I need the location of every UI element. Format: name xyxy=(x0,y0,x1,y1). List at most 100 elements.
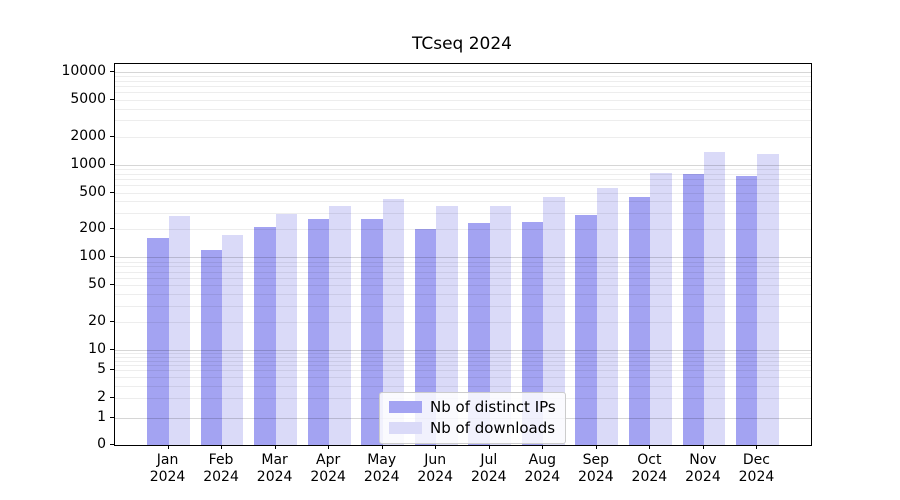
x-tick-label: Nov 2024 xyxy=(685,452,721,485)
minor-gridline xyxy=(115,201,811,203)
minor-gridline xyxy=(115,365,811,367)
x-tick-label: Jul 2024 xyxy=(470,452,507,485)
minor-gridline xyxy=(115,294,811,296)
minor-gridline xyxy=(115,76,811,78)
y-tick xyxy=(110,417,114,418)
major-gridline xyxy=(115,164,811,166)
x-tick-label: Sep 2024 xyxy=(578,452,614,485)
y-tick xyxy=(110,228,114,230)
bar-ips-jun xyxy=(414,229,437,445)
major-gridline xyxy=(115,257,811,259)
bar-ips-jul xyxy=(468,222,490,445)
y-tick xyxy=(110,70,114,72)
bar-downloads-nov xyxy=(703,151,726,445)
major-gridline xyxy=(115,350,811,351)
x-tick xyxy=(488,445,490,449)
minor-gridline xyxy=(115,356,811,358)
bar-ips-oct xyxy=(628,197,651,445)
y-tick xyxy=(110,163,114,165)
minor-gridline xyxy=(115,213,811,215)
x-tick xyxy=(435,445,437,449)
x-tick-label: Apr 2024 xyxy=(310,452,346,485)
y-tick xyxy=(110,98,114,100)
y-tick xyxy=(110,135,114,137)
bar-downloads-aug xyxy=(543,197,565,445)
bar-ips-dec xyxy=(736,175,758,445)
minor-gridline xyxy=(115,377,811,379)
x-tick xyxy=(649,445,651,449)
minor-gridline xyxy=(115,266,811,268)
x-tick xyxy=(274,445,276,449)
minor-gridline xyxy=(115,370,811,372)
y-tick-label: 50 xyxy=(88,276,106,293)
x-tick xyxy=(702,445,704,449)
x-tick xyxy=(542,445,544,449)
legend-entry-downloads: Nb of downloads xyxy=(389,419,556,437)
minor-gridline xyxy=(115,305,811,307)
y-tick-label: 5 xyxy=(97,361,106,378)
legend-entry-distinct-ips: Nb of distinct IPs xyxy=(389,398,556,416)
minor-gridline xyxy=(115,322,811,324)
legend-label-distinct-ips: Nb of distinct IPs xyxy=(430,398,556,416)
bar-downloads-sep xyxy=(596,187,619,445)
x-tick xyxy=(756,445,758,449)
chart-title: TCseq 2024 xyxy=(411,34,513,54)
y-tick xyxy=(110,396,114,398)
bar-ips-nov xyxy=(682,173,704,445)
minor-gridline xyxy=(115,229,811,231)
x-tick-label: Dec 2024 xyxy=(738,452,775,485)
x-tick-label: Feb 2024 xyxy=(203,452,239,485)
major-gridline xyxy=(115,71,811,73)
y-tick-label: 200 xyxy=(79,220,106,237)
y-tick-label: 2000 xyxy=(70,127,106,144)
minor-gridline xyxy=(115,92,811,94)
plot-area: Nb of distinct IPs Nb of downloads xyxy=(114,63,812,446)
x-tick-label: Oct 2024 xyxy=(631,452,668,485)
x-tick xyxy=(381,445,383,449)
bar-downloads-feb xyxy=(222,235,244,445)
bar-downloads-may xyxy=(382,198,405,445)
minor-gridline xyxy=(115,80,811,82)
bar-downloads-jan xyxy=(168,215,190,445)
minor-gridline xyxy=(115,353,811,355)
legend-label-downloads: Nb of downloads xyxy=(430,419,556,437)
minor-gridline xyxy=(115,178,811,180)
x-tick xyxy=(167,445,169,449)
bar-downloads-mar xyxy=(275,213,298,445)
bar-ips-aug xyxy=(521,222,544,445)
minor-gridline xyxy=(115,173,811,175)
minor-gridline xyxy=(115,185,811,187)
x-tick-label: Aug 2024 xyxy=(524,452,561,485)
minor-gridline xyxy=(115,360,811,362)
y-tick-label: 1000 xyxy=(70,155,106,172)
minor-gridline xyxy=(115,385,811,387)
x-tick xyxy=(595,445,597,449)
y-tick xyxy=(110,191,114,193)
minor-gridline xyxy=(115,192,811,194)
x-tick-label: May 2024 xyxy=(363,452,400,485)
y-tick xyxy=(110,444,114,445)
minor-gridline xyxy=(115,277,811,279)
y-tick-label: 10000 xyxy=(61,62,106,79)
y-tick-label: 5000 xyxy=(70,90,106,107)
bar-ips-jan xyxy=(147,238,169,445)
bar-ips-feb xyxy=(200,249,223,445)
y-tick-label: 20 xyxy=(88,313,106,330)
legend: Nb of distinct IPs Nb of downloads xyxy=(379,392,566,444)
y-tick xyxy=(110,321,114,323)
bar-downloads-dec xyxy=(757,153,779,445)
legend-swatch-downloads xyxy=(389,422,422,434)
y-tick xyxy=(110,284,114,286)
y-tick xyxy=(110,369,114,371)
y-tick-label: 10 xyxy=(88,341,106,357)
y-tick-label: 100 xyxy=(79,248,106,265)
y-tick-label: 0 xyxy=(97,436,106,452)
y-tick-label: 1 xyxy=(97,409,106,425)
bar-ips-may xyxy=(361,218,383,445)
bar-ips-mar xyxy=(254,227,276,445)
bar-downloads-oct xyxy=(650,173,672,445)
minor-gridline xyxy=(115,108,811,110)
y-tick xyxy=(110,256,114,258)
x-tick-label: Mar 2024 xyxy=(256,452,293,485)
